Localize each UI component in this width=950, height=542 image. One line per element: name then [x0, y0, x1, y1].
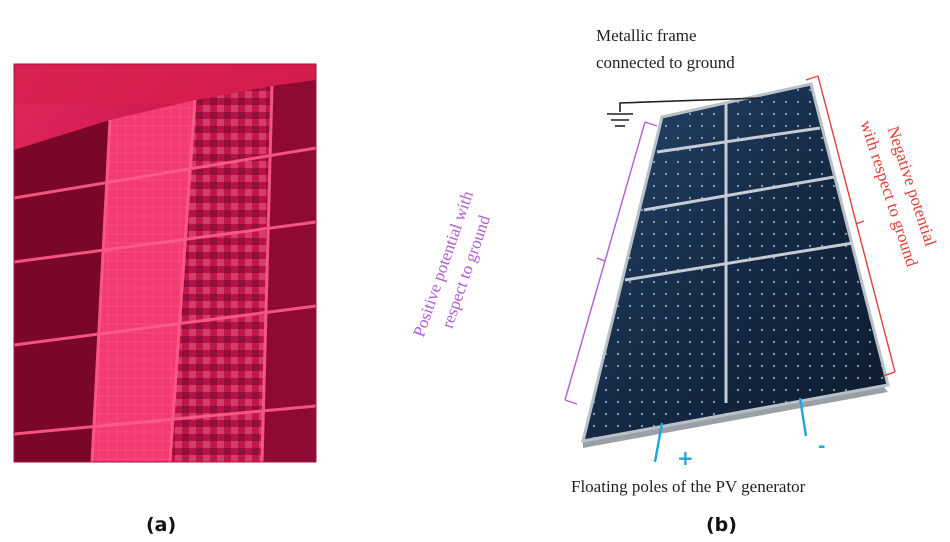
- negative-bracket: [805, 75, 896, 377]
- plus-sign: +: [677, 446, 694, 470]
- panel-label-a: (a): [146, 514, 177, 536]
- minus-sign: -: [818, 436, 826, 457]
- frame-label-line2: connected to ground: [596, 53, 735, 72]
- frame-label-line1: Metallic frame: [596, 26, 697, 45]
- ground-icon: [607, 97, 761, 127]
- frame-label: Metallic frame connected to ground: [596, 22, 735, 76]
- module-divider-2: [643, 175, 835, 212]
- floating-poles-label: Floating poles of the PV generator: [571, 477, 806, 496]
- negative-pole: [798, 397, 808, 437]
- positive-bracket: [564, 121, 658, 405]
- floating-poles: [653, 397, 808, 463]
- thermal-image: [13, 63, 317, 463]
- positive-pole: [653, 422, 664, 463]
- pv-generator: [580, 82, 890, 448]
- module-divider-3: [624, 241, 854, 282]
- module-divider-1: [656, 126, 821, 154]
- panel-label-b: (b): [706, 514, 737, 536]
